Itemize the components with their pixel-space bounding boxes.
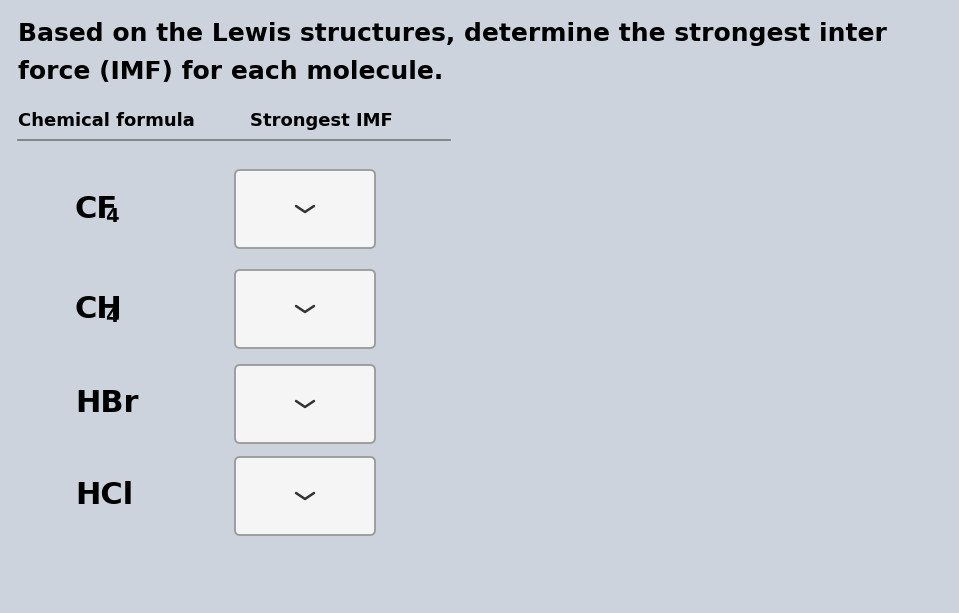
FancyBboxPatch shape (235, 170, 375, 248)
Text: HBr: HBr (75, 389, 138, 419)
Text: 4: 4 (105, 307, 119, 326)
Text: Based on the Lewis structures, determine the strongest inter: Based on the Lewis structures, determine… (18, 22, 887, 46)
FancyBboxPatch shape (235, 365, 375, 443)
Text: force (IMF) for each molecule.: force (IMF) for each molecule. (18, 60, 443, 84)
Text: Strongest IMF: Strongest IMF (250, 112, 393, 130)
Text: 4: 4 (105, 207, 119, 226)
Text: CF: CF (75, 194, 118, 224)
FancyBboxPatch shape (235, 270, 375, 348)
Text: Chemical formula: Chemical formula (18, 112, 195, 130)
Text: CH: CH (75, 294, 123, 324)
Text: HCl: HCl (75, 481, 133, 511)
FancyBboxPatch shape (235, 457, 375, 535)
